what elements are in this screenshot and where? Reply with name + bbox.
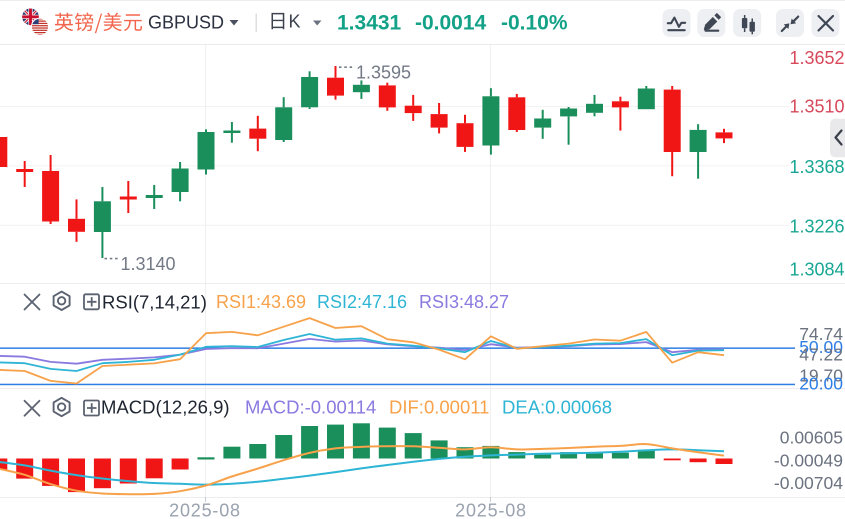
svg-text:RSI(7,14,21): RSI(7,14,21)	[102, 292, 207, 313]
svg-text:2025-08: 2025-08	[169, 501, 241, 519]
svg-text:RSI2:47.16: RSI2:47.16	[317, 292, 407, 312]
svg-text:0.00605: 0.00605	[780, 428, 843, 448]
svg-text:RSI3:48.27: RSI3:48.27	[419, 292, 509, 312]
svg-text:1.3595: 1.3595	[356, 63, 411, 83]
svg-text:-0.10%: -0.10%	[501, 12, 568, 35]
svg-text:1.3226: 1.3226	[789, 217, 844, 237]
svg-text:DEA:0.00068: DEA:0.00068	[502, 397, 612, 418]
svg-text:MACD(12,26,9): MACD(12,26,9)	[101, 397, 230, 418]
svg-text:-0.00704: -0.00704	[774, 473, 843, 493]
svg-text:74.74: 74.74	[799, 324, 843, 344]
svg-text:1.3140: 1.3140	[121, 254, 176, 274]
svg-text:1.3368: 1.3368	[789, 157, 844, 177]
svg-text:2025-08: 2025-08	[455, 501, 527, 519]
svg-text:1.3084: 1.3084	[789, 260, 844, 280]
svg-text:1.3431: 1.3431	[337, 12, 402, 35]
svg-text:-0.00049: -0.00049	[774, 450, 843, 470]
svg-text:20.00: 20.00	[799, 374, 843, 394]
svg-text:RSI1:43.69: RSI1:43.69	[216, 292, 306, 312]
svg-text:19.70: 19.70	[799, 365, 843, 385]
svg-text:-0.0014: -0.0014	[415, 12, 487, 35]
svg-text:50.00: 50.00	[799, 337, 843, 357]
svg-text:47.22: 47.22	[799, 345, 843, 365]
svg-text:1.3510: 1.3510	[789, 97, 844, 117]
svg-text:MACD:-0.00114: MACD:-0.00114	[245, 397, 376, 418]
svg-text:K: K	[289, 12, 301, 32]
svg-text:DIF:0.00011: DIF:0.00011	[389, 397, 489, 418]
svg-text:1.3652: 1.3652	[789, 48, 844, 68]
svg-text:GBPUSD: GBPUSD	[148, 13, 224, 33]
